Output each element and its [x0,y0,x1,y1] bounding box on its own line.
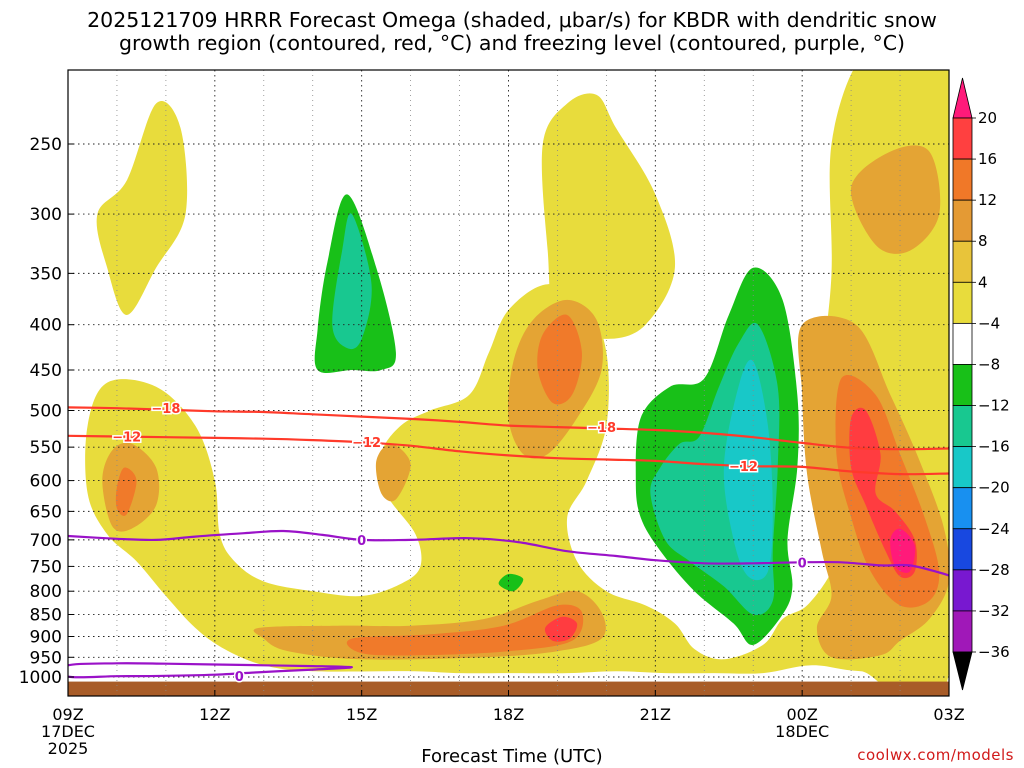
pressure-axis: 2503003504004505005506006507007508008509… [19,135,74,688]
y-tick-label-900: 900 [30,627,62,647]
colorbar-box-12 [952,610,973,653]
omega-region-13 [544,616,578,642]
contour-label-3-0: 0 [235,670,244,685]
contour-3 [68,662,354,679]
contour-1 [68,434,949,476]
y-tick-label-550: 550 [30,438,62,458]
chart-title-line-1: 2025121709 HRRR Forecast Omega (shaded, … [87,8,937,32]
y-tick-label-1000: 1000 [19,668,62,688]
colorbar-box-0 [952,117,973,160]
y-tick-label-650: 650 [30,502,62,522]
colorbar-label-3: 8 [978,232,988,250]
y-tick-label-250: 250 [30,135,62,155]
colorbar-label-10: −24 [978,520,1010,538]
contour-2 [68,529,949,577]
contour-label-2-1: 0 [798,556,807,571]
y-tick-label-300: 300 [30,205,62,225]
colorbar-bottom-arrow [952,651,973,691]
contour-label-0-1: −18 [587,421,616,436]
x-tick-label-00Z: 00Z [787,705,818,724]
chart-title-line-2: growth region (contoured, red, °C) and f… [118,31,906,55]
x-tick-label-09Z: 09Z [52,705,83,724]
x-tick-label-18Z: 18Z [493,705,524,724]
colorbar-box-1 [952,158,973,201]
colorbar-top-arrow [952,77,973,119]
contour-label-2-0: 0 [357,534,366,549]
contour-0 [68,406,949,451]
colorbar-box-2 [952,199,973,242]
y-tick-label-800: 800 [30,582,62,602]
x-year-label: 2025 [48,739,89,758]
colorbar-label-8: −16 [978,438,1010,456]
contour-label-1-1: −12 [352,436,381,451]
y-tick-label-950: 950 [30,648,62,668]
x-tick-label-15Z: 15Z [346,705,377,724]
omega-region-11 [346,604,584,656]
y-tick-label-750: 750 [30,557,62,577]
terrain-layer [68,681,949,696]
temperature-contours: −18 −18 −12 −12 −12 0 0 0 [68,401,949,687]
colorbar-box-11 [952,569,973,612]
terrain-band [68,681,949,696]
contour-label-1-2: −12 [729,460,758,475]
colorbar-box-7 [952,405,973,448]
x-tick-label-21Z: 21Z [640,705,671,724]
colorbar-label-1: 16 [978,150,997,168]
colorbar-label-11: −28 [978,561,1010,579]
y-tick-label-400: 400 [30,316,62,336]
colorbar-box-8 [952,446,973,489]
colorbar-label-5: −4 [978,314,1000,332]
omega-region-21 [723,359,773,581]
colorbar-box-5 [952,322,973,365]
y-tick-label-350: 350 [30,264,62,284]
colorbar-label-0: 20 [978,109,997,127]
y-tick-label-450: 450 [30,361,62,381]
colorbar-box-6 [952,364,973,406]
omega-region-9 [115,467,137,517]
colorbar-label-9: −20 [978,479,1010,497]
y-tick-label-700: 700 [30,531,62,551]
contour-label-0-0: −18 [151,402,180,417]
omega-region-10 [537,314,582,405]
colorbar-box-9 [952,487,973,530]
x-axis-label: Forecast Time (UTC) [421,746,603,767]
source-credit[interactable]: coolwx.com/models [857,746,1014,764]
colorbar-label-7: −12 [978,397,1010,415]
colorbar-label-6: −8 [978,355,1000,373]
colorbar-label-13: −36 [978,643,1010,661]
x-tick-label-12Z: 12Z [199,705,230,724]
x-date-label-18DEC: 18DEC [775,722,829,741]
omega-region-0 [96,100,188,315]
contour-label-1-0: −12 [112,431,141,446]
colorbar-box-3 [952,240,973,283]
omega-region-4 [375,443,411,502]
x-date-label-17DEC: 17DEC [41,722,95,741]
y-tick-label-600: 600 [30,472,62,492]
omega-region-2 [541,93,676,339]
colorbar-label-2: 12 [978,191,997,209]
y-tick-label-850: 850 [30,606,62,626]
colorbar-label-4: 4 [978,273,988,291]
omega-region-17 [498,573,524,592]
omega-shading [85,70,949,696]
omega-colorbar: 20 16 12 8 4 −4 −8 −12 −16 −20 −24 −28 −32 −36 [952,77,1010,691]
colorbar-label-12: −32 [978,602,1010,620]
y-tick-label-500: 500 [30,402,62,422]
x-tick-label-03Z: 03Z [933,705,964,724]
omega-region-7 [850,145,941,254]
colorbar-box-10 [952,528,973,571]
colorbar-box-4 [952,281,973,324]
